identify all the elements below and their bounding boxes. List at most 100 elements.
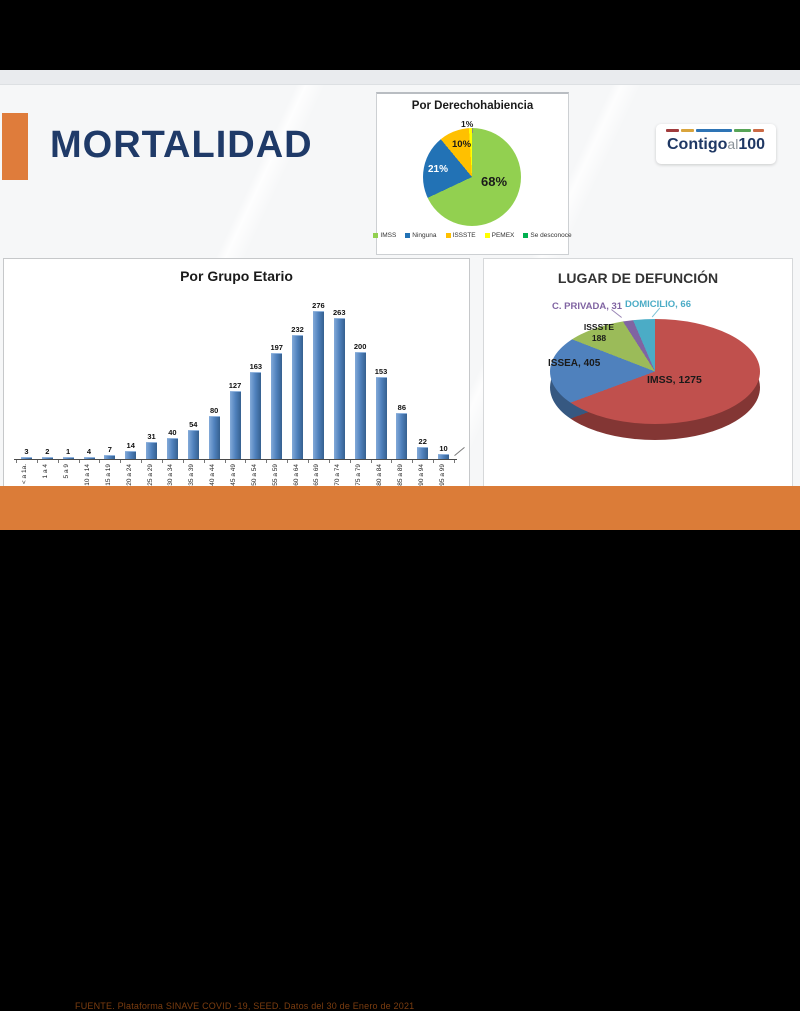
axis-tick bbox=[141, 460, 143, 463]
contigo-al-100-logo: Contigoal100 bbox=[656, 124, 776, 164]
footer-orange-band: FUENTE. Plataforma SINAVE COVID -19, SEE… bbox=[0, 486, 800, 1011]
bar-value-label: 163 bbox=[249, 361, 263, 371]
axis-tick bbox=[182, 460, 184, 463]
slide-top-strip bbox=[0, 70, 800, 85]
legend-item: IMSS bbox=[373, 232, 396, 239]
logo-dash bbox=[696, 129, 732, 132]
bar bbox=[104, 455, 116, 459]
axis-tick bbox=[120, 460, 122, 463]
bar bbox=[20, 457, 32, 459]
axis-tick bbox=[16, 460, 17, 463]
legend-label: PEMEX bbox=[491, 232, 515, 239]
axis-tick bbox=[266, 460, 268, 463]
legend-swatch bbox=[405, 233, 411, 238]
legend-label: Se desconoce bbox=[530, 232, 572, 239]
bar-value-label: 197 bbox=[270, 343, 283, 353]
axis-tick bbox=[391, 460, 393, 463]
defuncion-label-c-privada: C. PRIVADA, 31 bbox=[552, 301, 623, 312]
bar bbox=[375, 376, 387, 459]
logo-part1: Contigo bbox=[666, 136, 728, 153]
axis-tick bbox=[203, 460, 205, 463]
presentation-screen: MORTALIDAD Contigoal100 Por Derechohabie… bbox=[0, 70, 800, 1011]
bar-value-label: 200 bbox=[353, 341, 367, 351]
logo-text: Contigoal100 bbox=[664, 135, 768, 154]
legend-label: Ninguna bbox=[412, 232, 437, 239]
bar bbox=[125, 451, 137, 459]
legend-item: ISSSTE bbox=[445, 232, 476, 239]
derecho-slice-label-pemex: 1% bbox=[461, 119, 474, 129]
defuncion-label-imss: IMSS, 1275 bbox=[647, 374, 702, 386]
legend-item: Se desconoce bbox=[523, 232, 572, 239]
axis-tick bbox=[78, 460, 80, 463]
derecho-pie-chart bbox=[423, 128, 521, 226]
legend-swatch bbox=[484, 233, 490, 238]
bar-value-label: 276 bbox=[312, 301, 325, 310]
derecho-slice-label-issste: 10% bbox=[452, 139, 472, 150]
axis-tick bbox=[162, 460, 163, 463]
pie-3d-face bbox=[550, 319, 760, 424]
axis-tick bbox=[454, 460, 455, 463]
axis-tick bbox=[287, 460, 289, 463]
axis-tick bbox=[328, 460, 330, 463]
bar bbox=[208, 416, 220, 459]
bar bbox=[333, 317, 345, 459]
derecho-slice-label-imss: 68% bbox=[481, 174, 508, 189]
bar-value-label: 40 bbox=[168, 427, 177, 437]
logo-part3: 100 bbox=[738, 136, 766, 153]
legend-label: ISSSTE bbox=[452, 232, 476, 239]
bar bbox=[417, 447, 429, 459]
bar-value-label: 31 bbox=[147, 432, 156, 442]
bar-value-label: 263 bbox=[333, 307, 346, 317]
axis-tick bbox=[308, 460, 309, 463]
panel-lugar-defuncion: LUGAR DE DEFUNCIÓN IMSS, 1275 ISSEA, 405… bbox=[483, 258, 793, 487]
bar bbox=[83, 456, 95, 459]
logo-dash bbox=[681, 129, 694, 132]
axis-tick bbox=[245, 460, 247, 463]
bar-value-label: 54 bbox=[189, 420, 198, 430]
etario-chart-title: Por Grupo Etario bbox=[180, 268, 293, 284]
axis-tick bbox=[349, 460, 351, 463]
bar-value-label: 232 bbox=[291, 324, 304, 334]
derecho-slice-label-ninguna: 21% bbox=[428, 164, 449, 175]
bar-value-label: 3 bbox=[24, 447, 29, 456]
bottom-black-bar bbox=[0, 530, 800, 600]
bar bbox=[271, 353, 283, 459]
defuncion-label-issea: ISSEA, 405 bbox=[548, 358, 601, 369]
bar-value-label: 86 bbox=[397, 402, 407, 412]
bar bbox=[229, 390, 241, 459]
defuncion-label-domicilio: DOMICILIO, 66 bbox=[625, 299, 691, 310]
legend-label: IMSS bbox=[380, 232, 397, 239]
defuncion-chart-title: LUGAR DE DEFUNCIÓN bbox=[557, 270, 719, 286]
bar bbox=[396, 412, 408, 459]
x-axis-line bbox=[14, 459, 457, 460]
axis-tick bbox=[224, 460, 226, 463]
axis-tick bbox=[99, 460, 101, 463]
bar-value-label: 22 bbox=[418, 437, 427, 447]
bar bbox=[250, 371, 262, 459]
legend-item: Ninguna bbox=[405, 232, 437, 239]
logo-part2: al bbox=[727, 136, 739, 152]
slide-title: MORTALIDAD bbox=[50, 124, 313, 166]
axis-tick bbox=[36, 460, 38, 463]
bar bbox=[354, 351, 366, 459]
defuncion-pie-chart bbox=[550, 319, 760, 444]
bar-value-label: 2 bbox=[45, 447, 50, 456]
accent-rectangle bbox=[2, 113, 28, 180]
panel-derechohabiencia: Por Derechohabiencia 68% 21% 10% 1% IMSS… bbox=[373, 92, 572, 255]
axis-tick bbox=[57, 460, 59, 463]
legend-swatch bbox=[523, 233, 529, 238]
bar bbox=[166, 437, 178, 459]
bar bbox=[146, 442, 158, 459]
axis-tick bbox=[433, 460, 435, 463]
bar-value-label: 153 bbox=[374, 366, 388, 376]
logo-dashes bbox=[666, 129, 766, 132]
bar-value-label: 4 bbox=[86, 446, 92, 456]
logo-dash bbox=[734, 129, 751, 132]
legend-swatch bbox=[445, 233, 451, 238]
logo-dash bbox=[666, 129, 679, 132]
derecho-leader-line bbox=[472, 128, 473, 133]
bar bbox=[41, 457, 53, 459]
derecho-legend: IMSS Ninguna ISSSTE PEMEX Se desconoce bbox=[373, 232, 572, 239]
